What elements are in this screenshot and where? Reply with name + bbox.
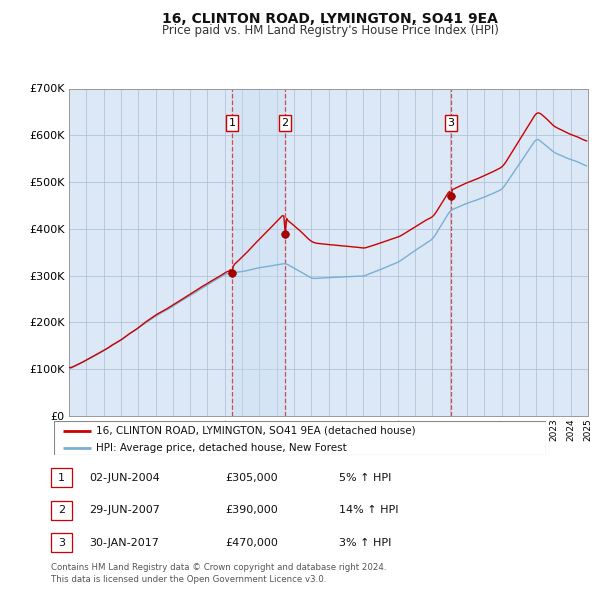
Bar	[232, 88, 285, 416]
Text: 1: 1	[229, 118, 235, 128]
Text: 30-JAN-2017: 30-JAN-2017	[89, 538, 158, 548]
Text: 1: 1	[58, 473, 65, 483]
Text: 3: 3	[448, 118, 454, 128]
Text: £470,000: £470,000	[225, 538, 278, 548]
Text: 3: 3	[58, 538, 65, 548]
Text: Contains HM Land Registry data © Crown copyright and database right 2024.
This d: Contains HM Land Registry data © Crown c…	[51, 563, 386, 584]
Text: 2: 2	[281, 118, 289, 128]
Text: £390,000: £390,000	[225, 506, 278, 515]
Text: Price paid vs. HM Land Registry's House Price Index (HPI): Price paid vs. HM Land Registry's House …	[161, 24, 499, 37]
Text: 29-JUN-2007: 29-JUN-2007	[89, 506, 160, 515]
Text: 14% ↑ HPI: 14% ↑ HPI	[339, 506, 398, 515]
Text: 16, CLINTON ROAD, LYMINGTON, SO41 9EA: 16, CLINTON ROAD, LYMINGTON, SO41 9EA	[162, 12, 498, 26]
Text: 3% ↑ HPI: 3% ↑ HPI	[339, 538, 391, 548]
Text: HPI: Average price, detached house, New Forest: HPI: Average price, detached house, New …	[96, 443, 347, 453]
Text: 02-JUN-2004: 02-JUN-2004	[89, 473, 160, 483]
Text: 2: 2	[58, 506, 65, 515]
Text: £305,000: £305,000	[225, 473, 278, 483]
Text: 16, CLINTON ROAD, LYMINGTON, SO41 9EA (detached house): 16, CLINTON ROAD, LYMINGTON, SO41 9EA (d…	[96, 426, 415, 436]
Text: 5% ↑ HPI: 5% ↑ HPI	[339, 473, 391, 483]
